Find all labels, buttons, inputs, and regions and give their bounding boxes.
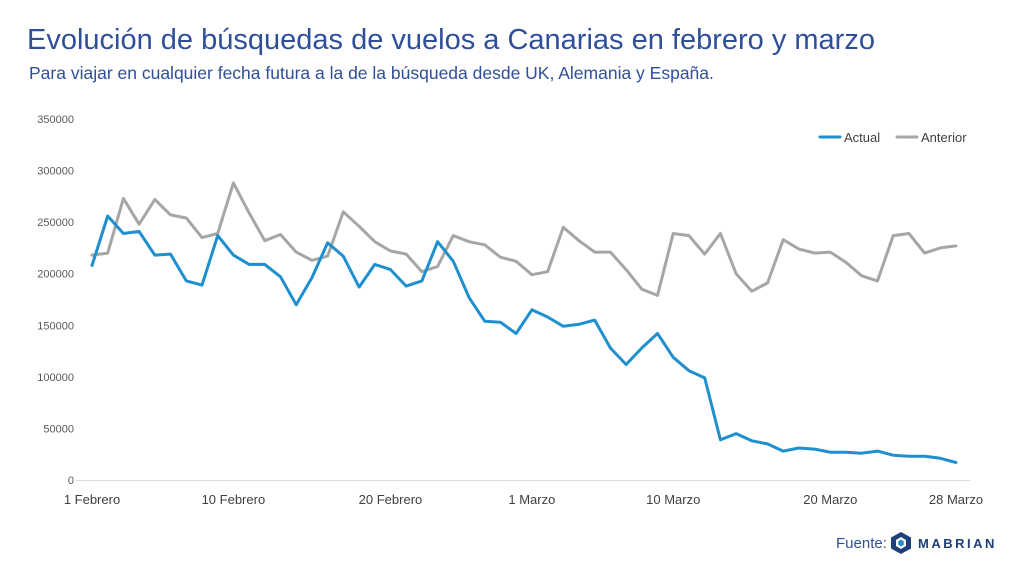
- y-tick-label: 200000: [37, 269, 74, 281]
- y-tick-label: 300000: [37, 166, 74, 178]
- x-tick-label: 20 Febrero: [359, 492, 423, 507]
- legend-label-actual: Actual: [844, 130, 880, 145]
- y-tick-label: 150000: [37, 320, 74, 332]
- chart-subtitle: Para viajar en cualquier fecha futura a …: [29, 63, 714, 83]
- x-tick-label: 20 Marzo: [803, 492, 857, 507]
- y-tick-label: 350000: [37, 114, 74, 126]
- mabrian-hexagon-logo-icon: [891, 532, 911, 554]
- y-tick-label: 100000: [37, 372, 74, 384]
- x-tick-label: 1 Marzo: [508, 492, 555, 507]
- series-line-actual: [90, 214, 958, 464]
- x-tick-label: 10 Marzo: [646, 492, 700, 507]
- mabrian-brand-text: MABRIAN: [918, 536, 997, 551]
- source-footer: Fuente: MABRIAN: [0, 527, 1024, 567]
- chart-title: Evolución de búsquedas de vuelos a Canar…: [27, 24, 875, 56]
- x-tick-label: 28 Marzo: [929, 492, 983, 507]
- y-tick-label: 50000: [43, 423, 74, 435]
- y-tick-label: 250000: [37, 217, 74, 229]
- source-label: Fuente:: [836, 535, 887, 552]
- line-chart: 0 50000 100000 150000 200000 250000 300000 3500…: [37, 114, 983, 507]
- y-tick-label: 0: [68, 475, 74, 487]
- series-line-anterior: [90, 181, 958, 297]
- x-tick-label: 1 Febrero: [64, 492, 120, 507]
- legend-label-anterior: Anterior: [921, 130, 967, 145]
- x-tick-label: 10 Febrero: [202, 492, 266, 507]
